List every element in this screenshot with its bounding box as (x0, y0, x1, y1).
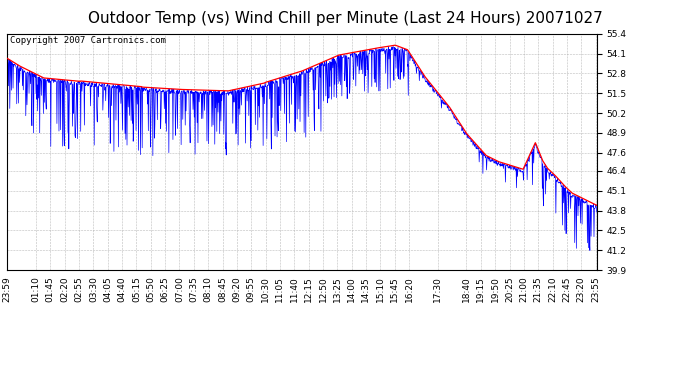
Text: Copyright 2007 Cartronics.com: Copyright 2007 Cartronics.com (10, 36, 166, 45)
Text: Outdoor Temp (vs) Wind Chill per Minute (Last 24 Hours) 20071027: Outdoor Temp (vs) Wind Chill per Minute … (88, 11, 602, 26)
